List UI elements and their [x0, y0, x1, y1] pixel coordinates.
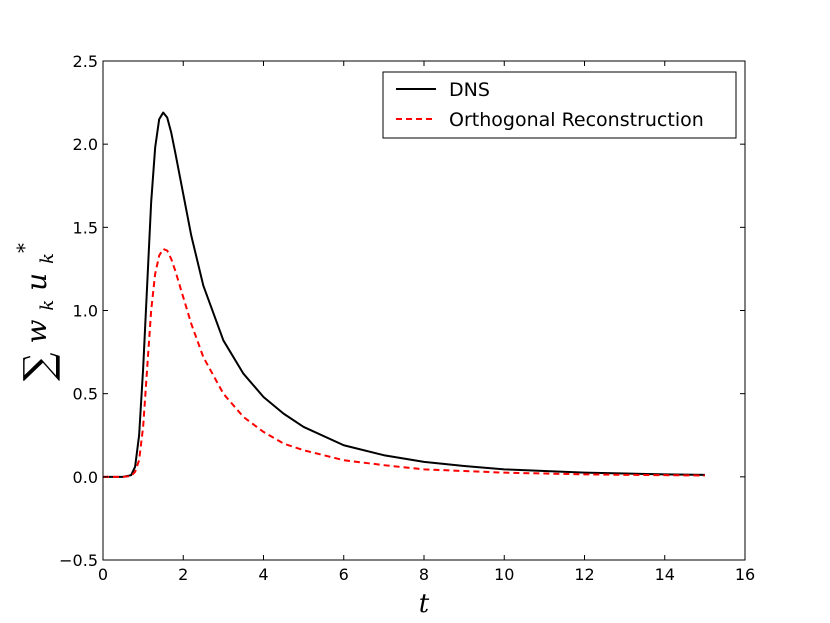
y-label-u-sub: k — [37, 253, 58, 264]
y-tick-label: 2.0 — [73, 135, 98, 154]
y-tick-label: 0.0 — [73, 468, 98, 487]
x-tick-label: 6 — [339, 565, 349, 584]
legend-label-dns: DNS — [449, 79, 490, 101]
y-label-u-sup: * — [12, 243, 36, 253]
svg-text:∑ w k u: ∑ w k u k * — [12, 243, 62, 381]
y-label-w: w — [20, 320, 53, 344]
x-tick-label: 2 — [178, 565, 188, 584]
y-tick-label: 1.5 — [73, 218, 98, 237]
x-tick-label: 4 — [258, 565, 268, 584]
y-tick-label: 0.5 — [73, 385, 98, 404]
y-tick-label: 1.0 — [73, 302, 98, 321]
series-line-orthogonal-reconstruction — [103, 247, 705, 478]
y-tick-label: −0.5 — [59, 551, 98, 570]
x-tick-label: 14 — [655, 565, 675, 584]
legend: DNS Orthogonal Reconstruction — [382, 71, 737, 139]
y-label-u: u — [20, 273, 53, 291]
y-label-sum: ∑ — [16, 352, 62, 381]
series-line-dns — [103, 111, 705, 478]
x-tick-label: 12 — [574, 565, 594, 584]
x-tick-label: 10 — [494, 565, 514, 584]
y-label-w-sub: k — [37, 300, 58, 311]
legend-frame — [382, 71, 737, 139]
x-tick-label: 8 — [419, 565, 429, 584]
y-tick-label: 2.5 — [73, 52, 98, 71]
x-tick-label: 0 — [98, 565, 108, 584]
plot-background — [103, 61, 745, 560]
x-tick-label: 16 — [735, 565, 755, 584]
y-axis-label: ∑ w k u k * — [12, 243, 62, 381]
x-axis-label: t — [419, 589, 430, 619]
legend-label-orthogonal-reconstruction: Orthogonal Reconstruction — [449, 109, 704, 131]
